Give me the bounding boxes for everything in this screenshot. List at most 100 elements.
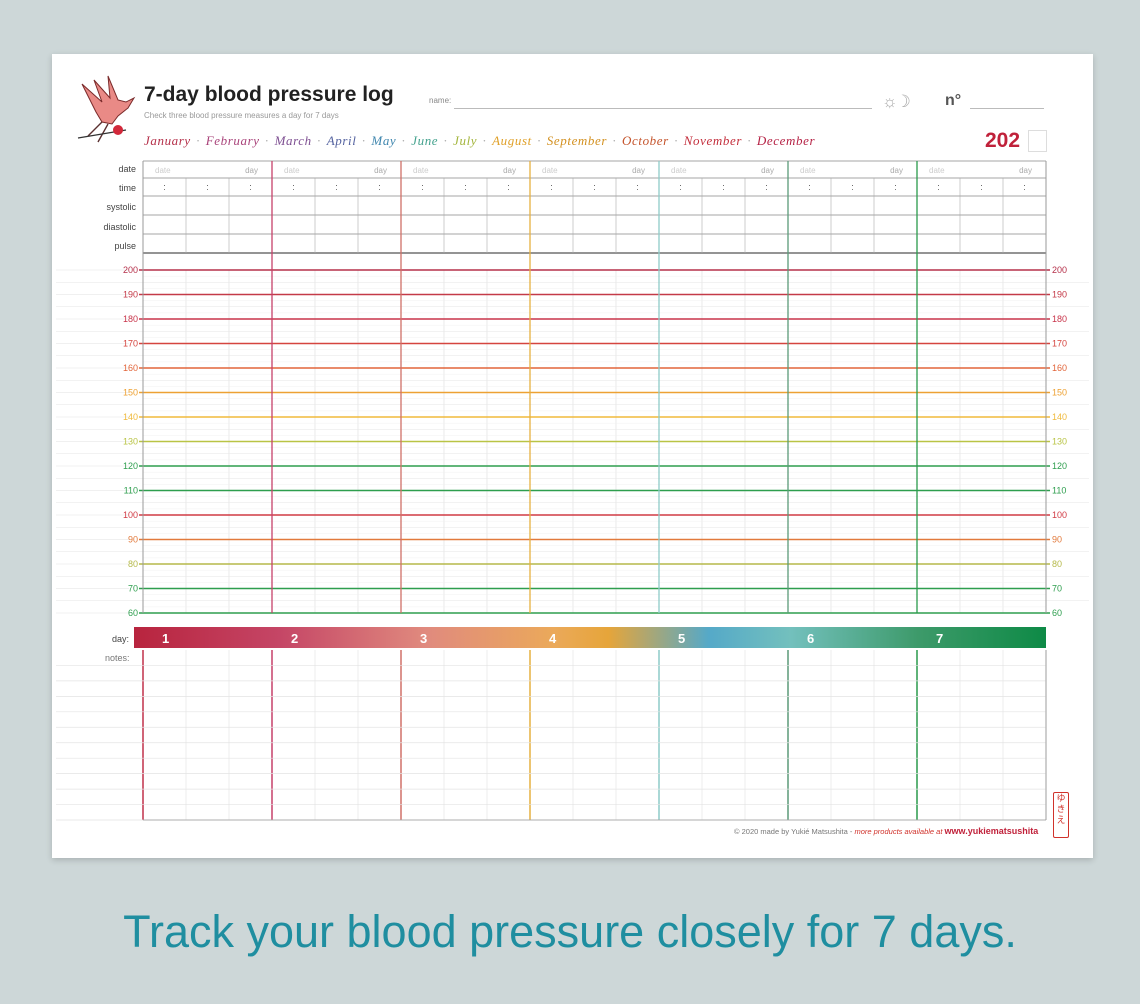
- month-june[interactable]: June: [411, 133, 439, 148]
- number-field[interactable]: [970, 108, 1044, 109]
- row-label-time: time: [118, 183, 136, 193]
- day-hint[interactable]: day: [632, 166, 645, 175]
- month-september[interactable]: September: [546, 133, 608, 148]
- scale-label-right: 60: [1052, 608, 1062, 618]
- time-separator[interactable]: :: [1023, 182, 1026, 192]
- copyright-footer: © 2020 made by Yukié Matsushita - more p…: [734, 826, 1038, 836]
- month-separator: ·: [673, 133, 679, 148]
- name-field[interactable]: [454, 108, 872, 109]
- day-number-7: 7: [936, 631, 943, 646]
- time-separator[interactable]: :: [722, 182, 725, 192]
- day-hint[interactable]: day: [245, 166, 258, 175]
- scale-label-right: 100: [1052, 510, 1067, 520]
- month-march[interactable]: March: [274, 133, 312, 148]
- time-separator[interactable]: :: [679, 182, 682, 192]
- month-april[interactable]: April: [326, 133, 357, 148]
- day-number-1: 1: [162, 631, 169, 646]
- row-label-diastolic: diastolic: [103, 222, 136, 232]
- month-separator: ·: [264, 133, 270, 148]
- date-hint[interactable]: date: [542, 166, 558, 175]
- row-label-day: day:: [112, 634, 130, 644]
- year-digit-field[interactable]: [1028, 130, 1047, 152]
- day-number-4: 4: [549, 631, 557, 646]
- scale-label-left: 190: [123, 290, 138, 300]
- month-december[interactable]: December: [756, 133, 816, 148]
- row-label-systolic: systolic: [106, 202, 136, 212]
- scale-label-left: 110: [124, 486, 138, 496]
- scale-label-left: 90: [128, 535, 138, 545]
- date-hint[interactable]: date: [155, 166, 171, 175]
- time-separator[interactable]: :: [980, 182, 983, 192]
- month-july[interactable]: July: [453, 133, 478, 148]
- day-number-2: 2: [291, 631, 298, 646]
- month-separator: ·: [612, 133, 617, 148]
- day-number-6: 6: [807, 631, 814, 646]
- sun-moon-icon: ☼☽: [882, 92, 911, 111]
- more-products-text: more products available at: [854, 827, 945, 836]
- copyright-text: © 2020 made by Yukié Matsushita -: [734, 827, 855, 836]
- time-separator[interactable]: :: [593, 182, 596, 192]
- tagline: Track your blood pressure closely for 7 …: [123, 906, 1017, 957]
- time-separator[interactable]: :: [206, 182, 209, 192]
- time-separator[interactable]: :: [292, 182, 295, 192]
- scale-label-left: 120: [123, 461, 138, 471]
- month-separator: ·: [536, 133, 542, 148]
- day-hint[interactable]: day: [761, 166, 774, 175]
- scale-label-right: 160: [1052, 363, 1067, 373]
- row-label-date: date: [118, 164, 136, 174]
- signature-stamp: ゆきえ: [1053, 792, 1069, 838]
- month-november[interactable]: November: [683, 133, 742, 148]
- website-link[interactable]: www.yukiematsushita: [944, 826, 1039, 836]
- time-separator[interactable]: :: [808, 182, 811, 192]
- month-may[interactable]: May: [371, 133, 397, 148]
- day-hint[interactable]: day: [374, 166, 387, 175]
- scale-label-right: 110: [1052, 486, 1066, 496]
- scale-label-right: 150: [1052, 388, 1067, 398]
- time-separator[interactable]: :: [464, 182, 467, 192]
- scale-label-left: 130: [123, 437, 138, 447]
- time-separator[interactable]: :: [894, 182, 897, 192]
- date-hint[interactable]: date: [413, 166, 429, 175]
- scale-label-right: 190: [1052, 290, 1067, 300]
- day-hint[interactable]: day: [1019, 166, 1032, 175]
- scale-label-right: 80: [1052, 559, 1062, 569]
- time-separator[interactable]: :: [851, 182, 854, 192]
- month-february[interactable]: February: [205, 133, 260, 148]
- day-hint[interactable]: day: [890, 166, 903, 175]
- month-separator: ·: [443, 133, 449, 148]
- month-separator: ·: [746, 133, 752, 148]
- day-number-3: 3: [420, 631, 427, 646]
- row-label-notes: notes:: [105, 653, 130, 663]
- month-january[interactable]: January: [144, 133, 191, 148]
- scale-label-left: 140: [123, 412, 138, 422]
- month-selector: January · February · March · April · May · June · Ju…: [144, 133, 815, 149]
- date-hint[interactable]: date: [284, 166, 300, 175]
- scale-label-right: 200: [1052, 265, 1067, 275]
- date-hint[interactable]: date: [929, 166, 945, 175]
- time-separator[interactable]: :: [507, 182, 510, 192]
- number-label: n°: [945, 92, 962, 109]
- time-separator[interactable]: :: [335, 182, 338, 192]
- date-hint[interactable]: date: [800, 166, 816, 175]
- day-hint[interactable]: day: [503, 166, 516, 175]
- month-separator: ·: [316, 133, 322, 148]
- time-separator[interactable]: :: [249, 182, 252, 192]
- day-number-5: 5: [678, 631, 685, 646]
- scale-label-left: 160: [123, 363, 138, 373]
- time-separator[interactable]: :: [163, 182, 166, 192]
- scale-label-left: 100: [123, 510, 138, 520]
- month-separator: ·: [195, 133, 201, 148]
- month-august[interactable]: August: [492, 133, 532, 148]
- time-separator[interactable]: :: [937, 182, 940, 192]
- scale-label-left: 60: [128, 608, 138, 618]
- month-october[interactable]: October: [622, 133, 669, 148]
- time-separator[interactable]: :: [421, 182, 424, 192]
- time-separator[interactable]: :: [636, 182, 639, 192]
- time-separator[interactable]: :: [550, 182, 553, 192]
- date-hint[interactable]: date: [671, 166, 687, 175]
- month-separator: ·: [482, 133, 488, 148]
- time-separator[interactable]: :: [765, 182, 768, 192]
- time-separator[interactable]: :: [378, 182, 381, 192]
- page-subtitle: Check three blood pressure measures a da…: [144, 111, 339, 120]
- scale-label-left: 170: [123, 339, 138, 349]
